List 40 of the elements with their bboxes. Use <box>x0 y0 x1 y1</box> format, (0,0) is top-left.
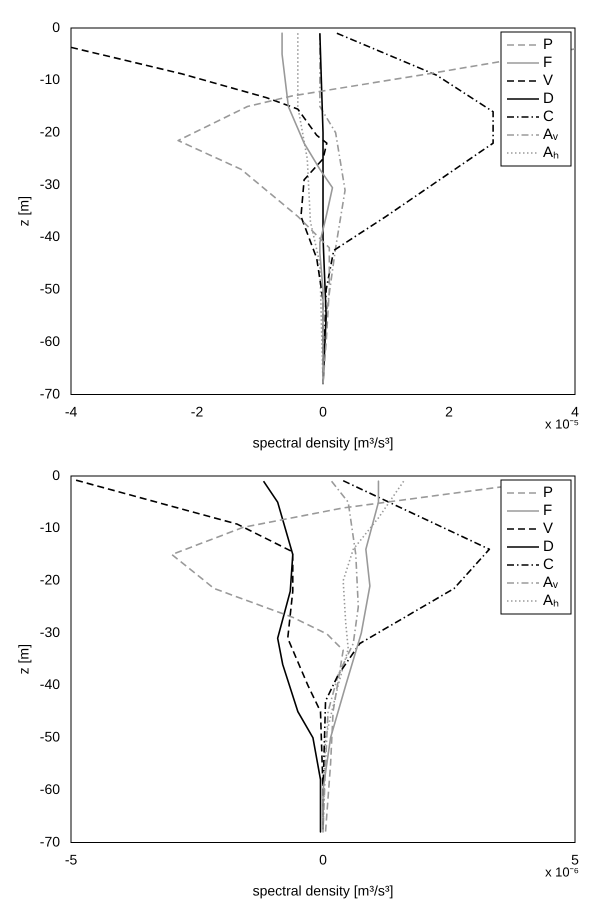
y-tick-label: -70 <box>40 385 60 402</box>
y-tick-label: -50 <box>40 728 60 745</box>
legend-label: P <box>543 36 554 54</box>
x-axis-title: spectral density [m³/s³] <box>252 882 394 898</box>
y-tick-label: 0 <box>52 466 60 483</box>
y-tick-label: -50 <box>40 280 60 297</box>
x-tick-label: 2 <box>445 404 454 420</box>
y-tick-label: -20 <box>40 572 60 588</box>
x-tick-label: 0 <box>319 404 328 420</box>
legend-label: Aₕ <box>543 144 560 162</box>
y-tick-label: -10 <box>40 71 60 88</box>
y-tick-label: -40 <box>40 676 60 692</box>
y-tick-label: 0 <box>52 18 60 35</box>
y-tick-label: -60 <box>40 780 60 797</box>
y-tick-label: -60 <box>40 332 60 349</box>
legend-label: V <box>543 72 554 90</box>
x-tick-label: -2 <box>190 404 204 420</box>
legend-label: Aᵥ <box>543 574 558 592</box>
x-tick-label: -4 <box>64 404 78 420</box>
legend-label: Aₕ <box>543 592 560 610</box>
legend-label: P <box>543 484 554 502</box>
x-axis-title: spectral density [m³/s³] <box>252 434 394 450</box>
legend-label: D <box>543 538 554 556</box>
y-axis-title: z [m] <box>15 644 32 674</box>
x-tick-label: -5 <box>64 852 78 868</box>
legend-label: F <box>543 502 552 520</box>
legend-label: C <box>543 556 554 574</box>
legend-label: F <box>543 54 552 72</box>
y-tick-label: -20 <box>40 124 60 140</box>
y-tick-label: -30 <box>40 624 60 640</box>
legend-label: C <box>543 108 554 126</box>
y-axis-title: z [m] <box>15 196 32 226</box>
legend-label: Aᵥ <box>543 126 558 144</box>
y-tick-label: -70 <box>40 833 60 850</box>
legend-label: D <box>543 90 554 108</box>
legend-label: V <box>543 520 554 538</box>
y-tick-label: -30 <box>40 176 60 192</box>
x-tick-label: 0 <box>319 852 328 868</box>
y-tick-label: -40 <box>40 228 60 244</box>
y-tick-label: -10 <box>40 519 60 536</box>
